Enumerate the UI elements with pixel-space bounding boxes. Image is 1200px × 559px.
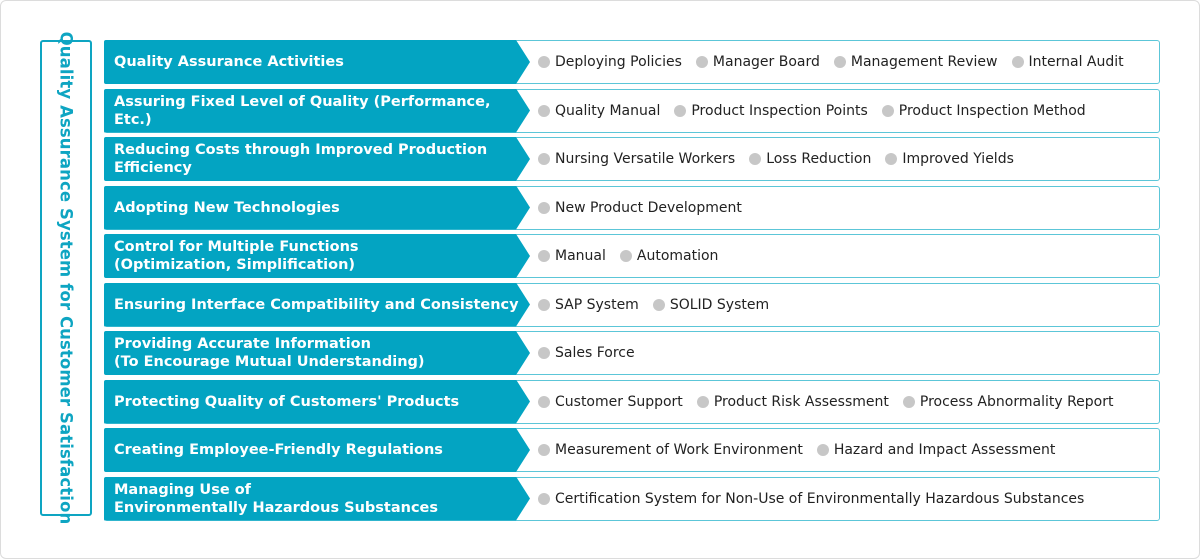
bullet-text: Product Inspection Points — [691, 102, 868, 119]
bullet-text: Nursing Versatile Workers — [555, 151, 736, 167]
bullet-item: Internal Audit — [1011, 54, 1124, 70]
row-heading: Managing Use of Environmentally Hazardou… — [104, 476, 530, 521]
bullet-text: SAP System — [555, 296, 639, 313]
bullet-text: Manager Board — [712, 54, 820, 70]
bullet-dot-icon — [816, 444, 829, 456]
row-heading: Control for Multiple Functions (Optimiza… — [104, 234, 530, 278]
bullet-dot-icon — [538, 250, 550, 262]
qa-row: Assuring Fixed Level of Quality (Perform… — [104, 88, 1160, 133]
bullet-text: Automation — [636, 248, 719, 264]
bullet-text: Management Review — [850, 54, 998, 70]
qa-row: Protecting Quality of Customers' Product… — [104, 379, 1160, 424]
bullet-text: Measurement of Work Environment — [555, 442, 803, 458]
bullet-dot-icon — [881, 104, 894, 117]
bullet-dot-icon — [674, 104, 687, 117]
bullet-item: Manager Board — [695, 54, 820, 70]
bullet-item: Customer Support — [538, 394, 683, 410]
bullet-text: Internal Audit — [1028, 54, 1124, 70]
bullet-item: New Product Development — [538, 200, 742, 216]
bullet-item: SOLID System — [652, 296, 770, 313]
row-items: Measurement of Work Environment Hazard an… — [538, 428, 1152, 472]
bullet-dot-icon — [538, 104, 550, 117]
bullet-dot-icon — [538, 153, 550, 165]
bullet-text: Deploying Policies — [555, 54, 682, 70]
row-heading: Assuring Fixed Level of Quality (Perform… — [104, 88, 530, 133]
bullet-item: SAP System — [538, 297, 639, 313]
bullet-text: Loss Reduction — [766, 151, 872, 167]
bullet-text: Customer Support — [555, 393, 683, 410]
side-title: Quality Assurance System for Customer Sa… — [56, 31, 76, 525]
bullet-item: Automation — [619, 248, 719, 264]
row-items: Deploying Policies Manager Board Managemen… — [538, 40, 1152, 84]
bullet-item: Improved Yields — [885, 151, 1014, 167]
qa-row: Creating Employee-Friendly Regulations Me… — [104, 428, 1160, 472]
bullet-dot-icon — [749, 153, 762, 165]
bullet-text: New Product Development — [555, 199, 742, 216]
bullet-dot-icon — [538, 347, 550, 359]
bullet-text: SOLID System — [669, 296, 770, 313]
bullet-dot-icon — [1011, 56, 1024, 68]
row-heading: Ensuring Interface Compatibility and Con… — [104, 282, 530, 327]
bullet-dot-icon — [538, 492, 550, 505]
bullet-item: Deploying Policies — [538, 54, 682, 70]
bullet-dot-icon — [619, 250, 632, 262]
row-heading: Providing Accurate Information (To Encou… — [104, 331, 530, 375]
bullet-text: Certification System for Non-Use of Envi… — [555, 490, 1085, 507]
bullet-dot-icon — [833, 56, 846, 68]
qa-row: Quality Assurance Activities Deploying Po… — [104, 40, 1160, 84]
bullet-item: Loss Reduction — [749, 151, 871, 167]
bullet-text: Manual — [555, 248, 606, 264]
side-title-box: Quality Assurance System for Customer Sa… — [40, 32, 92, 524]
bullet-text: Improved Yields — [902, 151, 1014, 167]
bullet-dot-icon — [902, 395, 915, 408]
qa-row: Providing Accurate Information (To Encou… — [104, 331, 1160, 375]
row-heading: Protecting Quality of Customers' Product… — [104, 379, 530, 424]
bullet-dot-icon — [652, 298, 665, 311]
row-heading: Creating Employee-Friendly Regulations — [104, 428, 530, 472]
row-items: Manual Automation — [538, 234, 1152, 278]
bullet-text: Product Inspection Method — [898, 102, 1086, 119]
bullet-dot-icon — [695, 56, 708, 68]
bullet-dot-icon — [538, 56, 550, 68]
bullet-text: Sales Force — [555, 345, 635, 361]
bullet-item: Nursing Versatile Workers — [538, 151, 735, 167]
qa-row: Reducing Costs through Improved Producti… — [104, 137, 1160, 181]
bullet-item: Product Inspection Points — [674, 102, 868, 119]
qa-row: Ensuring Interface Compatibility and Con… — [104, 282, 1160, 327]
bullet-item: Certification System for Non-Use of Envi… — [538, 491, 1084, 507]
bullet-dot-icon — [538, 298, 550, 311]
bullet-dot-icon — [538, 444, 550, 456]
rows-container: Quality Assurance Activities Deploying Po… — [104, 40, 1160, 525]
bullet-item: Manual — [538, 248, 606, 264]
bullet-text: Product Risk Assessment — [713, 393, 889, 410]
bullet-text: Hazard and Impact Assessment — [833, 442, 1056, 458]
bullet-dot-icon — [885, 153, 898, 165]
bullet-item: Quality Manual — [538, 103, 660, 119]
bullet-text: Quality Manual — [555, 102, 661, 119]
qa-row: Control for Multiple Functions (Optimiza… — [104, 234, 1160, 278]
qa-row: Adopting New Technologies New Product Dev… — [104, 185, 1160, 230]
bullet-item: Measurement of Work Environment — [538, 442, 803, 458]
bullet-item: Hazard and Impact Assessment — [816, 442, 1056, 458]
row-items: Customer Support Product Risk Assessment P… — [538, 380, 1152, 424]
bullet-text: Process Abnormality Report — [919, 393, 1114, 410]
row-items: Nursing Versatile Workers Loss Reduction I… — [538, 137, 1152, 181]
qa-row: Managing Use of Environmentally Hazardou… — [104, 476, 1160, 521]
row-heading: Reducing Costs through Improved Producti… — [104, 137, 530, 181]
row-items: Quality Manual Product Inspection Points P… — [538, 89, 1152, 133]
bullet-dot-icon — [696, 395, 709, 408]
bullet-item: Management Review — [833, 54, 998, 70]
row-items: New Product Development — [538, 186, 1152, 230]
bullet-dot-icon — [538, 201, 550, 214]
bullet-dot-icon — [538, 395, 550, 408]
row-items: SAP System SOLID System — [538, 283, 1152, 327]
bullet-item: Process Abnormality Report — [902, 393, 1114, 410]
bullet-item: Sales Force — [538, 345, 635, 361]
row-heading: Quality Assurance Activities — [104, 40, 530, 84]
row-heading: Adopting New Technologies — [104, 185, 530, 230]
bullet-item: Product Risk Assessment — [696, 393, 889, 410]
row-items: Certification System for Non-Use of Envi… — [538, 477, 1152, 521]
bullet-item: Product Inspection Method — [881, 102, 1086, 119]
row-items: Sales Force — [538, 331, 1152, 375]
